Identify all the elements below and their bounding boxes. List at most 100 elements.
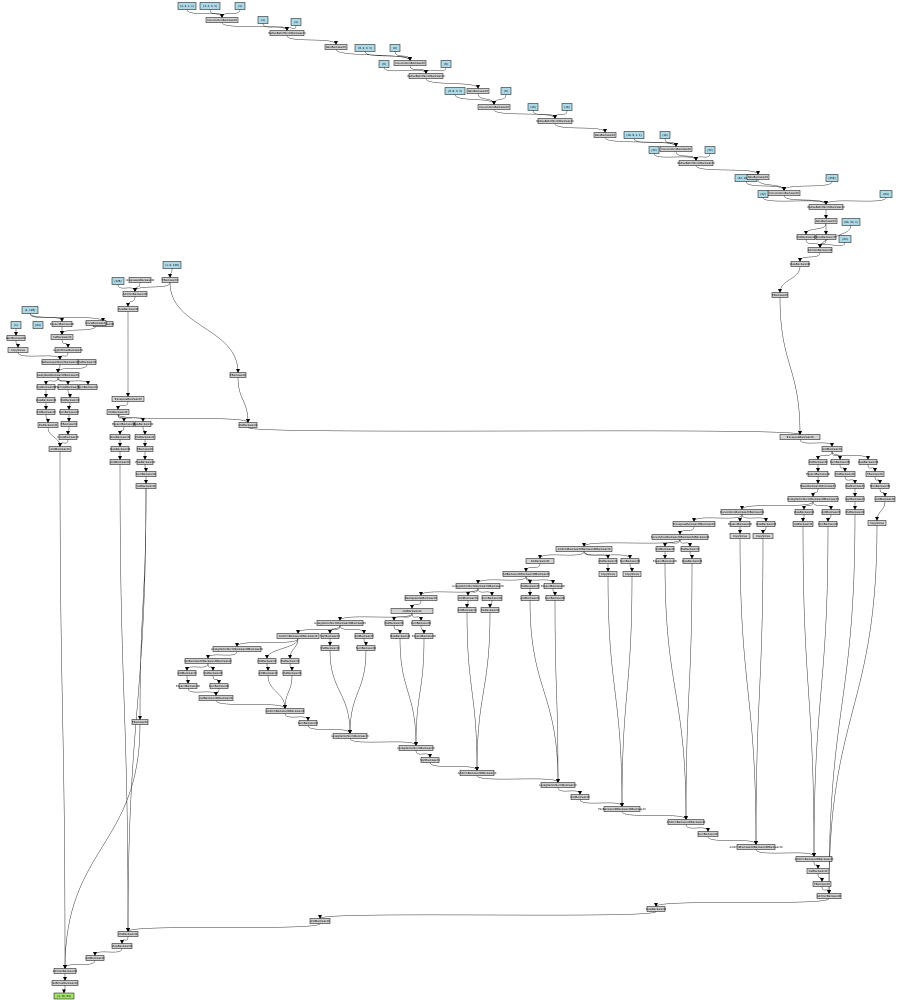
node-label: TransposeBackward0 — [114, 397, 142, 401]
node-label: LeakyReluBackward0Backward0 — [37, 373, 79, 377]
graph-edge — [47, 427, 62, 447]
graph-edge — [67, 402, 72, 410]
node-label: SliceBackward0 — [816, 235, 837, 239]
node-box — [440, 60, 452, 68]
node-box — [60, 421, 78, 427]
param-node: (64) — [879, 190, 893, 198]
param-node: (32) — [704, 146, 716, 154]
node-box — [845, 483, 865, 489]
node-label: TransposeBackward0Backward0 — [673, 522, 715, 526]
op-node: SliceBackward0 — [109, 434, 131, 440]
node-label: CatBackward0 — [53, 335, 72, 339]
node-box — [51, 980, 79, 986]
node-box — [128, 277, 152, 283]
node-box — [36, 409, 56, 415]
node-label: (8) — [504, 89, 508, 93]
op-node: SumBackward0 — [59, 409, 79, 415]
graph-edge — [488, 600, 493, 608]
node-box — [697, 831, 719, 837]
node-box — [389, 44, 401, 52]
graph-edge — [493, 109, 557, 119]
graph-edge — [579, 799, 624, 807]
node-box — [54, 347, 82, 353]
node-label: AddBackward0 — [457, 608, 477, 612]
node-label: AddBackward0 — [110, 460, 130, 464]
graph-edge — [126, 296, 136, 307]
node-label: DivBackward0 — [531, 559, 550, 563]
node-box — [36, 372, 80, 378]
graph-edge — [62, 985, 67, 994]
op-node: MulBackward0 — [204, 670, 223, 676]
node-label: (256) — [829, 176, 836, 180]
graph-edge — [582, 539, 681, 547]
node-label: CatBackward0 — [794, 522, 813, 526]
node-box — [404, 595, 438, 601]
node-label: ViewBackward0 — [118, 307, 139, 311]
op-node: ConvolutionBackward0Backward0Backward0 — [651, 534, 710, 540]
graph-edge — [168, 268, 173, 278]
node-box — [598, 571, 618, 577]
op-node: MulBackward0 — [134, 434, 156, 440]
node-box — [384, 620, 404, 626]
node-label: LinalgVectorNormBackward0 — [331, 734, 369, 738]
node-label: NativeBatchNormBackward0 — [677, 161, 715, 165]
graph-edge — [620, 576, 633, 807]
node-label: AddBackward0 — [570, 795, 590, 799]
node-label: ExpandBackward0 — [50, 322, 74, 326]
node-box — [481, 595, 503, 601]
op-node: TransposeBackward0Backward0 — [672, 521, 716, 527]
graph-edge — [553, 110, 568, 119]
op-node: ReluBackward0 — [6, 335, 26, 341]
node-label: AddmmBackward0Backward0 — [795, 857, 834, 861]
node-label: NativeLayerNormBackward0 — [41, 360, 78, 364]
node-label: MulBackward0 — [119, 932, 138, 936]
op-node: TBackward0 — [771, 292, 788, 298]
node-box — [6, 335, 26, 341]
node-label: MulBackward0 — [321, 646, 340, 650]
graph-edge — [664, 563, 688, 820]
node-box — [280, 658, 300, 664]
node-label: TBackward0 — [132, 720, 148, 724]
node-box — [309, 918, 331, 924]
graph-edge — [63, 724, 141, 969]
graph-edge — [29, 313, 105, 322]
graph-edge — [283, 675, 293, 709]
node-box — [795, 856, 833, 862]
node-box — [390, 633, 410, 639]
graph-edge — [824, 197, 887, 205]
node-label: CopySlices — [11, 348, 26, 352]
graph-edge — [654, 898, 830, 907]
graph-edge — [383, 67, 428, 74]
graph-edge — [169, 282, 240, 373]
node-label: ViewBackward0 — [112, 944, 133, 948]
op-node: SqrtBackward0 — [420, 757, 440, 763]
graph-edge — [410, 600, 422, 609]
graph-edge — [262, 23, 289, 31]
node-box — [825, 174, 839, 182]
graph-edge — [867, 464, 877, 472]
node-box — [134, 421, 152, 427]
node-label: CatBackward0 — [403, 609, 422, 613]
param-node: (64) — [838, 235, 852, 243]
op-node: MulBackward0 — [384, 620, 404, 626]
node-box — [680, 546, 700, 552]
edge-layer — [14, 9, 887, 994]
op-node: SumBackward0 — [481, 595, 503, 601]
node-box — [265, 708, 305, 714]
node-box — [414, 633, 434, 639]
node-label: ExpandBackward0 — [728, 522, 752, 526]
node-label: (32) — [760, 192, 765, 196]
graph-edge — [465, 600, 470, 608]
op-node: ViewBackward0 — [36, 397, 57, 403]
param-node: (8, 8, 3, 3) — [444, 87, 466, 95]
node-box — [177, 2, 197, 10]
node-box — [790, 261, 810, 267]
node-label: SliceBackward0 — [110, 435, 131, 439]
node-box — [729, 521, 751, 527]
node-label: TBackward0 — [867, 472, 883, 476]
graph-edge — [554, 600, 560, 783]
node-label: ConvolutionBackward0 — [479, 105, 509, 109]
graph-edge — [339, 625, 366, 634]
node-label: ViewBackward0 — [36, 398, 57, 402]
